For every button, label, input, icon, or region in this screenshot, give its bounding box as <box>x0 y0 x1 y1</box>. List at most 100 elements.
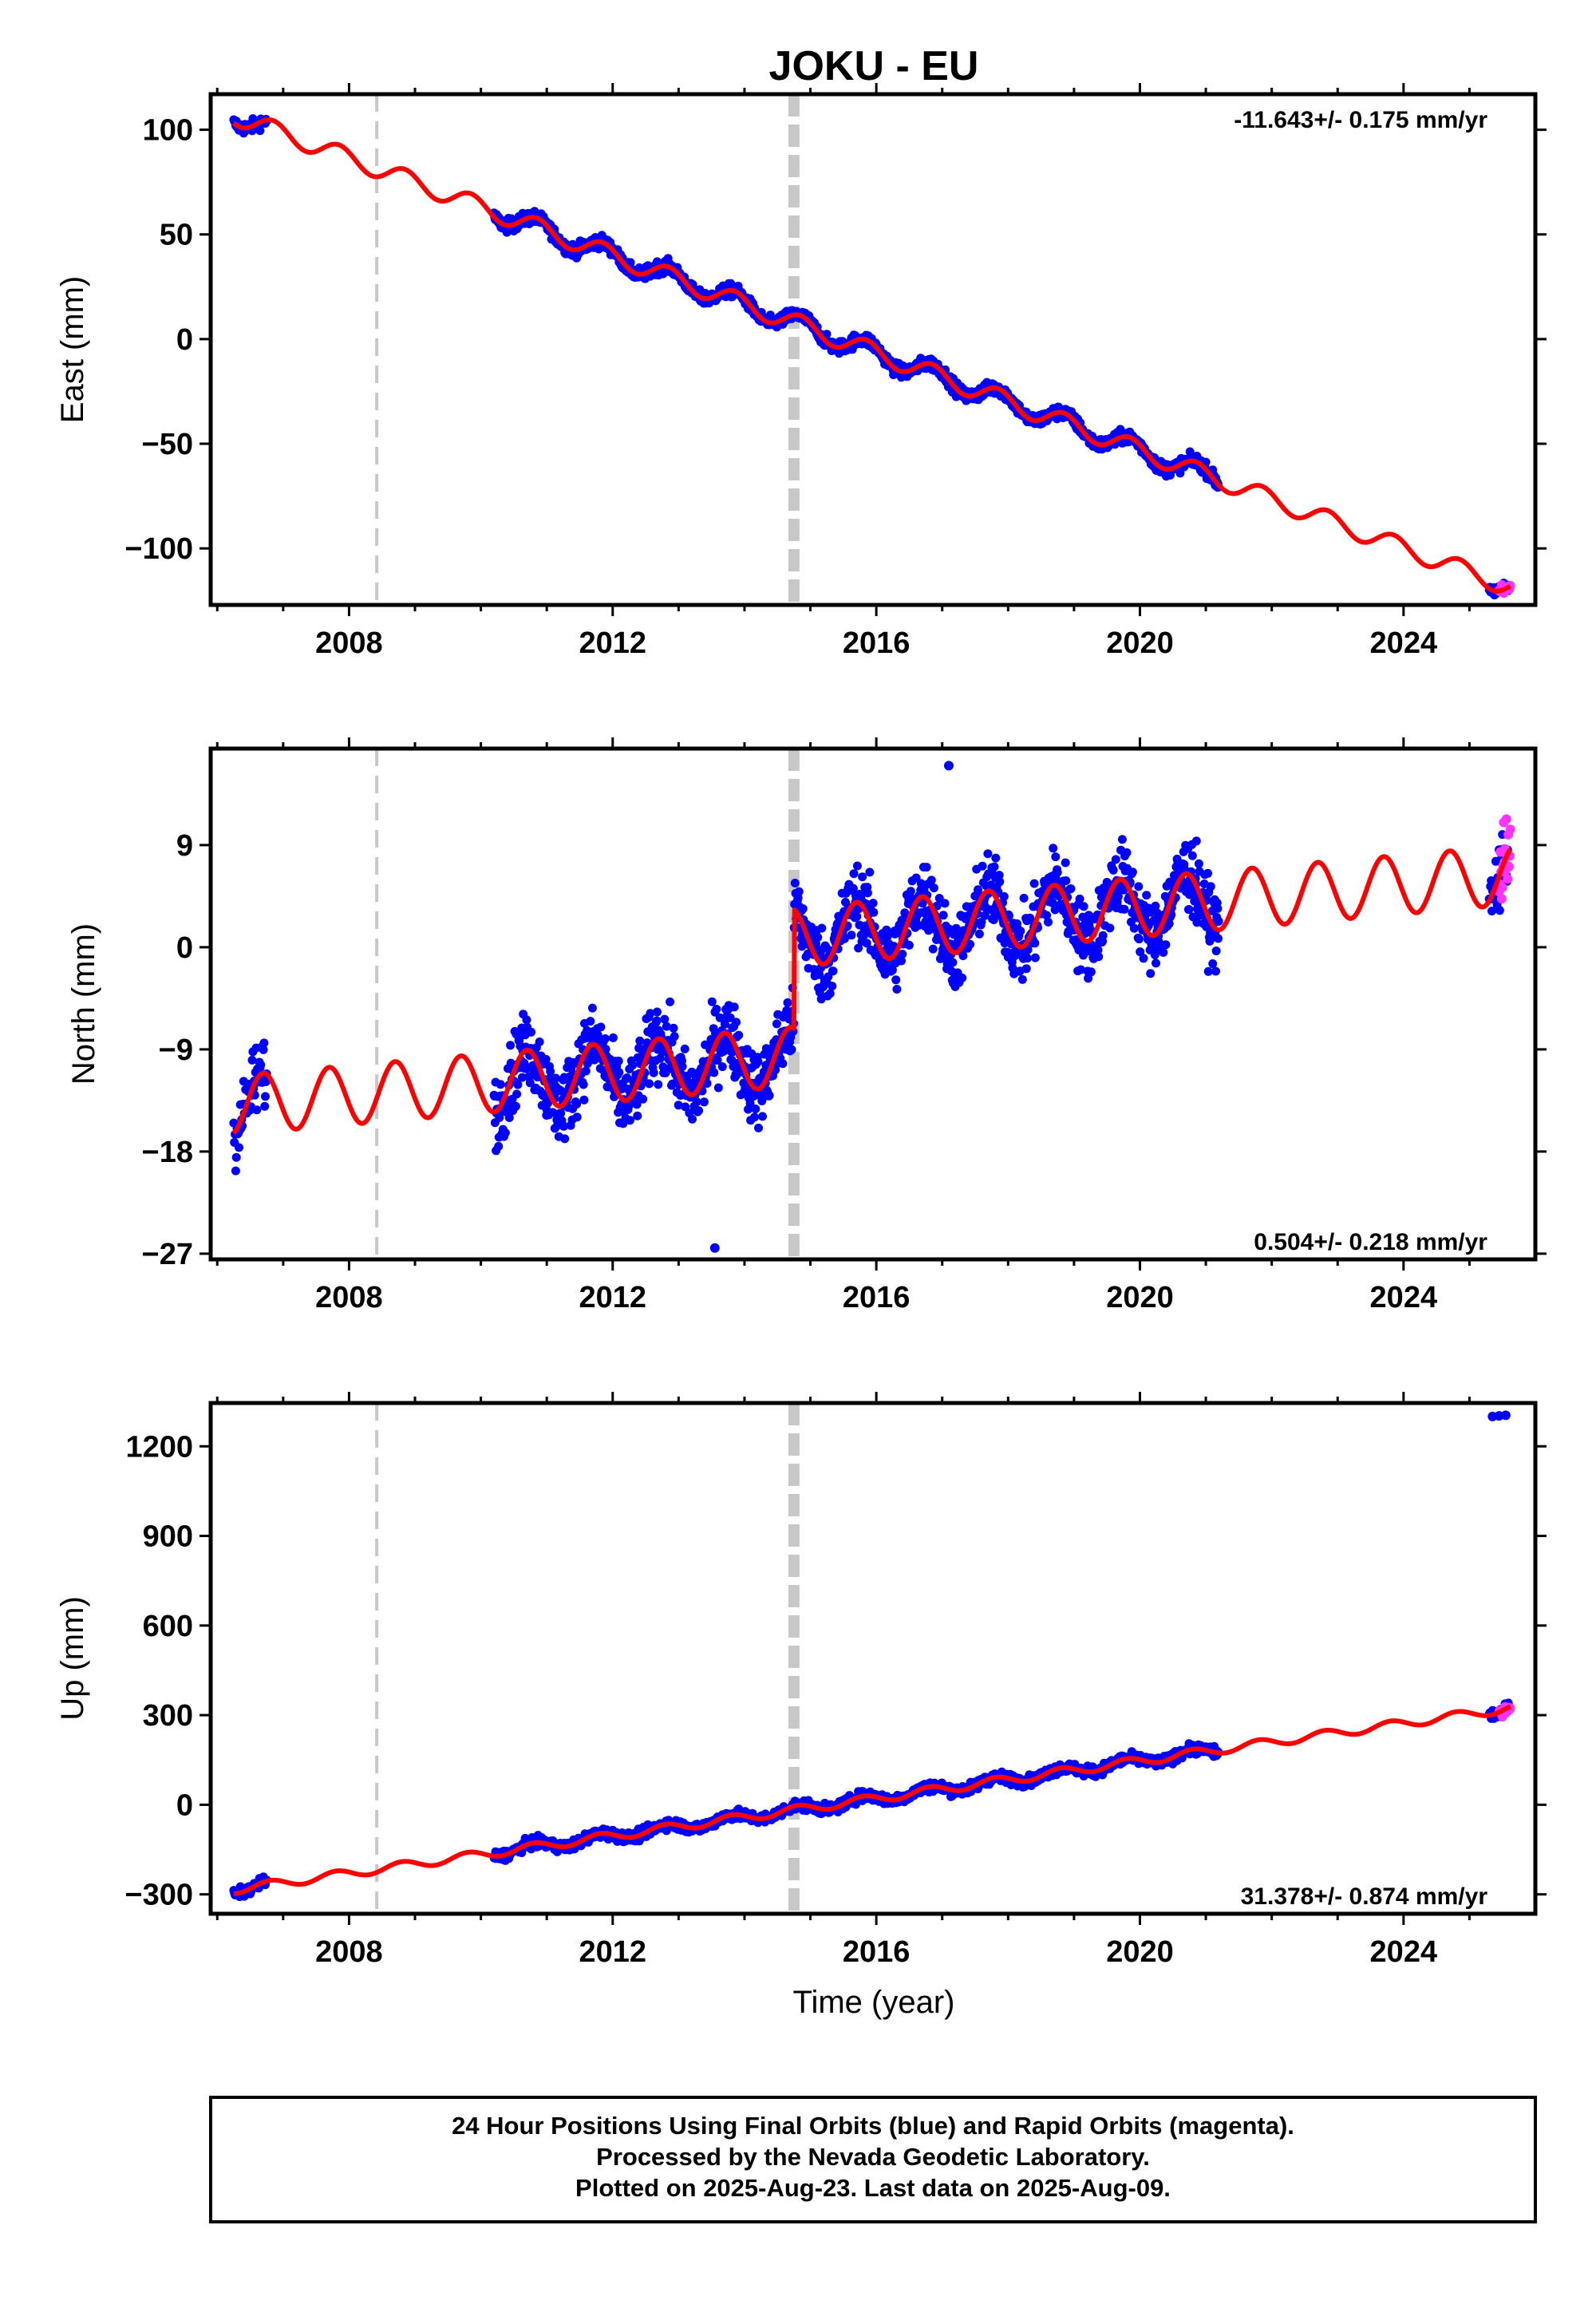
final-orbit-point <box>991 853 1001 863</box>
final-orbit-point <box>1061 858 1070 868</box>
final-orbit-point <box>734 1030 744 1040</box>
final-orbit-point <box>551 1073 560 1083</box>
final-orbit-point <box>943 761 954 771</box>
final-orbit-point <box>560 1134 570 1144</box>
final-orbit-point <box>904 940 914 950</box>
rapid-orbit-point <box>1497 883 1507 892</box>
final-orbit-point <box>906 887 915 896</box>
final-orbit-point <box>522 1015 531 1025</box>
final-orbit-point <box>1164 919 1174 928</box>
final-orbit-point <box>231 1166 240 1176</box>
final-orbit-point <box>546 1067 555 1076</box>
final-orbit-point <box>259 1038 269 1048</box>
x-tick-label: 2008 <box>315 1935 383 1969</box>
final-orbit-point <box>587 1003 597 1013</box>
final-orbit-point <box>614 1057 623 1065</box>
final-orbit-point <box>1139 954 1148 963</box>
x-tick-label: 2012 <box>579 1281 647 1314</box>
final-orbit-point <box>699 1097 709 1107</box>
final-orbit-point <box>1017 974 1027 984</box>
final-orbit-point <box>758 1112 767 1121</box>
final-orbit-point <box>556 1109 566 1118</box>
y-axis-label: East (mm) <box>55 276 90 423</box>
final-orbit-point <box>1211 966 1220 976</box>
velocity-rate-label: -11.643+/- 0.175 mm/yr <box>1234 107 1487 133</box>
final-orbit-point <box>989 915 998 924</box>
footer-line-1: 24 Hour Positions Using Final Orbits (bl… <box>452 2112 1294 2140</box>
final-orbit-point <box>751 1105 760 1113</box>
final-orbit-point <box>951 923 961 933</box>
final-orbit-point <box>928 944 938 954</box>
final-orbit-point <box>614 1068 624 1077</box>
final-orbit-point <box>707 997 717 1006</box>
final-orbit-point <box>1203 966 1213 976</box>
final-orbit-point <box>1122 848 1132 857</box>
final-orbit-point <box>654 1080 663 1089</box>
final-orbit-point <box>1021 964 1031 974</box>
final-orbit-point <box>983 849 993 859</box>
final-orbit-point <box>626 1116 634 1125</box>
final-orbit-point <box>790 879 800 887</box>
y-tick-label: 0 <box>176 1788 193 1822</box>
footer-line-3: Plotted on 2025-Aug-23. Last data on 202… <box>575 2174 1171 2202</box>
final-orbit-point <box>1159 947 1168 957</box>
final-orbit-point <box>527 1027 536 1037</box>
final-orbit-point <box>815 970 824 979</box>
final-orbit-point <box>645 1079 654 1089</box>
final-orbit-point <box>712 1005 721 1014</box>
final-orbit-point <box>579 1095 589 1105</box>
y-tick-label: −300 <box>124 1879 193 1912</box>
x-tick-label: 2012 <box>579 626 647 660</box>
final-orbit-point <box>511 1101 520 1111</box>
final-orbit-point <box>868 899 878 908</box>
plot-frame <box>208 1401 1538 1916</box>
model-fit-line <box>231 848 1513 1135</box>
final-orbit-point <box>995 877 1005 887</box>
final-orbit-point <box>750 1113 759 1122</box>
final-orbit-point <box>828 982 837 991</box>
final-orbit-point <box>940 899 950 908</box>
rapid-orbit-point <box>1496 894 1507 904</box>
final-orbit-point <box>513 1080 523 1089</box>
final-orbit-point <box>958 973 967 982</box>
chart-title: JOKU - EU <box>769 43 979 89</box>
final-orbit-point <box>638 1094 648 1104</box>
final-orbit-point <box>506 1041 516 1050</box>
final-orbit-point <box>608 1033 618 1042</box>
final-orbit-point <box>783 998 792 1007</box>
final-orbit-point <box>1208 959 1218 968</box>
final-orbit-point <box>729 1002 739 1012</box>
final-orbit-point <box>702 1079 712 1088</box>
y-tick-label: −9 <box>159 1034 193 1067</box>
final-orbit-point <box>978 861 987 871</box>
final-orbit-point <box>579 1080 588 1089</box>
final-orbit-point <box>1152 958 1160 968</box>
final-orbit-point <box>596 1022 606 1032</box>
final-orbit-point <box>1214 917 1223 926</box>
final-orbit-point <box>1053 868 1062 877</box>
final-orbit-point <box>1016 927 1025 936</box>
final-orbit-point <box>863 888 872 898</box>
y-tick-label: −100 <box>124 532 193 566</box>
x-tick-label: 2020 <box>1106 626 1174 660</box>
final-orbit-point <box>938 911 948 920</box>
final-orbit-point <box>713 1056 722 1065</box>
final-orbit-point <box>1161 940 1171 950</box>
final-orbit-point <box>1111 855 1120 864</box>
final-orbit-point <box>649 1068 658 1077</box>
final-orbit-point <box>669 1023 678 1033</box>
final-orbit-point <box>525 1078 535 1088</box>
velocity-rate-label: 0.504+/- 0.218 mm/yr <box>1254 1229 1487 1255</box>
final-orbit-point <box>994 871 1004 880</box>
y-tick-label: −18 <box>142 1136 193 1169</box>
final-orbit-point <box>778 1059 788 1069</box>
final-orbit-point <box>1030 939 1040 948</box>
y-tick-label: 1200 <box>125 1430 193 1464</box>
final-orbit-point <box>635 1036 645 1045</box>
x-tick-label: 2020 <box>1106 1281 1174 1314</box>
final-orbit-point <box>817 923 827 933</box>
final-orbit-point <box>1129 923 1139 933</box>
x-tick-label: 2016 <box>843 626 911 660</box>
final-orbit-point <box>541 1054 551 1064</box>
